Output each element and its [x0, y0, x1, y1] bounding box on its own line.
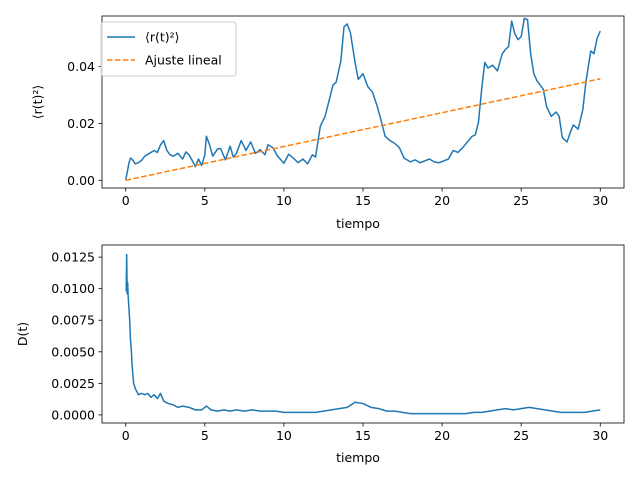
msd-y-tick-label: 0.02	[67, 116, 95, 131]
msd-subplot: 0 5 10 15 20 25 30 0.00 0.02 0.04 tiempo ⟨r(t)²⟩ …	[30, 15, 625, 231]
legend-fit-label: Ajuste lineal	[145, 53, 222, 68]
msd-ticks: 0 5 10 15 20 25 30 0.00 0.02 0.04	[67, 59, 608, 208]
diffusion-y-axis-label: D(t)	[15, 322, 30, 346]
diffusion-y-tick-label: 0.0000	[51, 407, 95, 422]
diffusion-y-tick-label: 0.0050	[51, 344, 95, 359]
msd-x-tick-label: 10	[276, 193, 292, 208]
diffusion-series	[125, 253, 601, 415]
msd-x-tick-label: 20	[434, 193, 450, 208]
legend: ⟨r(t)²⟩ Ajuste lineal	[100, 21, 237, 77]
msd-series-fit-line	[125, 78, 601, 182]
legend-frame	[100, 21, 237, 77]
legend-msd-label: ⟨r(t)²⟩	[145, 30, 180, 45]
diffusion-ticks: 0 5 10 15 20 25 30 0.0000 0.0025 0.0050 0.0075 0.01…	[51, 250, 608, 443]
diffusion-x-tick-label: 15	[355, 428, 371, 443]
msd-x-axis-label: tiempo	[336, 216, 380, 231]
diffusion-y-tick-label: 0.0100	[51, 281, 95, 296]
diffusion-y-tick-label: 0.0075	[51, 313, 95, 328]
msd-x-tick-label: 25	[513, 193, 529, 208]
msd-y-axis-label: ⟨r(t)²⟩	[30, 85, 45, 120]
diffusion-x-tick-label: 20	[434, 428, 450, 443]
msd-series-line	[124, 17, 601, 180]
msd-series	[124, 17, 601, 182]
diffusion-series-line	[125, 253, 601, 415]
diffusion-y-tick-label: 0.0125	[51, 250, 95, 265]
diffusion-x-axis-label: tiempo	[336, 450, 380, 465]
diffusion-x-tick-label: 5	[201, 428, 209, 443]
msd-x-tick-label: 15	[355, 193, 371, 208]
msd-x-tick-label: 30	[592, 193, 608, 208]
diffusion-x-tick-label: 25	[513, 428, 529, 443]
msd-y-tick-label: 0.00	[67, 173, 95, 188]
diffusion-y-tick-label: 0.0025	[51, 376, 95, 391]
msd-y-tick-label: 0.04	[67, 59, 95, 74]
diffusion-x-tick-label: 10	[276, 428, 292, 443]
diffusion-subplot: 0 5 10 15 20 25 30 0.0000 0.0025 0.0050 0.0075 0.01…	[15, 244, 625, 465]
diffusion-x-tick-label: 0	[122, 428, 130, 443]
diffusion-x-tick-label: 30	[592, 428, 608, 443]
msd-x-tick-label: 0	[122, 193, 130, 208]
msd-x-tick-label: 5	[201, 193, 209, 208]
